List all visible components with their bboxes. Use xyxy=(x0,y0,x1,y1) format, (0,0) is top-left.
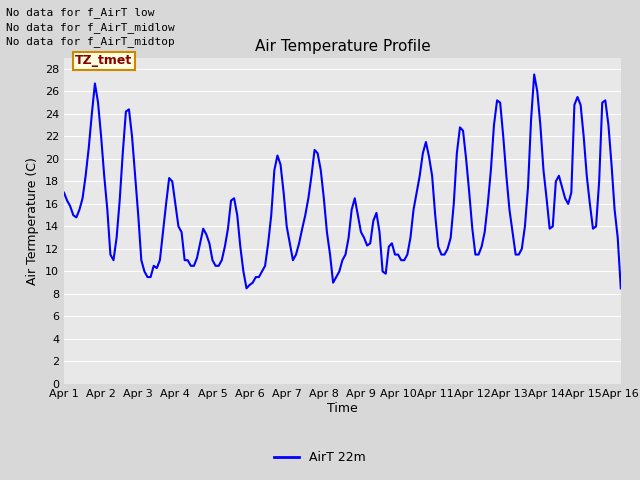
Text: No data for f_AirT low: No data for f_AirT low xyxy=(6,7,155,18)
Y-axis label: Air Termperature (C): Air Termperature (C) xyxy=(26,157,39,285)
Text: TZ_tmet: TZ_tmet xyxy=(75,54,132,67)
Text: No data for f_AirT_midtop: No data for f_AirT_midtop xyxy=(6,36,175,47)
Title: Air Temperature Profile: Air Temperature Profile xyxy=(255,39,430,54)
Text: No data for f_AirT_midlow: No data for f_AirT_midlow xyxy=(6,22,175,33)
Legend: AirT 22m: AirT 22m xyxy=(269,446,371,469)
X-axis label: Time: Time xyxy=(327,402,358,415)
